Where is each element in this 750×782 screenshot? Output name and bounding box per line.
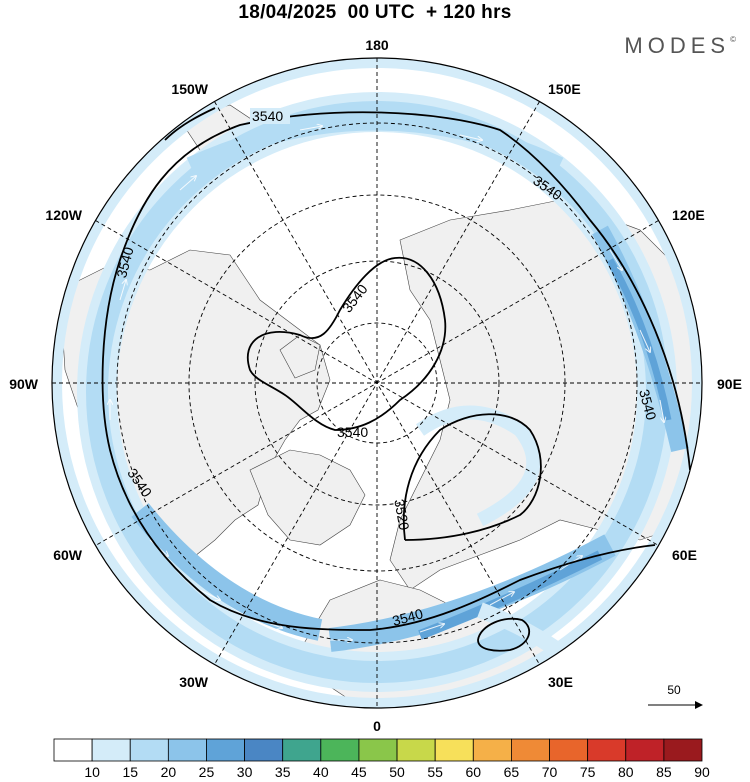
modes-logo: MODES© <box>624 33 736 59</box>
colorbar-tick-label: 45 <box>351 764 367 780</box>
colorbar-tick-label: 65 <box>504 764 520 780</box>
map-title: 18/04/2025 00 UTC + 120 hrs <box>238 2 512 23</box>
colorbar-swatch <box>320 738 360 762</box>
colorbar-swatch <box>206 738 245 762</box>
colorbar-swatch <box>511 738 550 762</box>
colorbar-swatch <box>244 738 284 762</box>
colorbar-swatch <box>91 738 131 762</box>
height-contours <box>101 107 691 652</box>
wind-arrow <box>538 689 561 698</box>
colorbar-tick-label: 55 <box>427 764 443 780</box>
lon-label-60e: 60E <box>672 547 697 563</box>
colorbar-tick-label: 50 <box>389 764 405 780</box>
meridian <box>95 220 659 546</box>
lon-label-150w: 150W <box>171 81 208 97</box>
trough-band-east <box>415 405 541 527</box>
wind-arrow <box>659 399 664 422</box>
colorbar-tick-label: 85 <box>656 764 672 780</box>
lon-label-120w: 120W <box>45 207 82 223</box>
colorbar-tick-label: 70 <box>542 764 558 780</box>
colorbar-tick-label: 30 <box>237 764 253 780</box>
wind-arrow <box>609 249 622 270</box>
map-border <box>51 57 703 709</box>
contour-3540-northwest <box>164 107 216 141</box>
colorbar-swatch <box>549 738 589 762</box>
wind-arrow <box>419 624 444 633</box>
lon-label-150e: 150E <box>548 81 581 97</box>
colorbar-tick-label: 40 <box>313 764 329 780</box>
polar-map: 3540 3540 3540 3540 3540 3540 3540 3520 … <box>52 58 702 708</box>
wind-arrow <box>119 280 126 301</box>
wind-arrow <box>448 699 471 704</box>
colorbar-tick-label: 60 <box>466 764 482 780</box>
contour-label: 3540 <box>113 245 137 279</box>
contour-label: 3540 <box>636 387 660 421</box>
wind-arrow <box>299 126 322 131</box>
colorbar-tick-label: 90 <box>694 764 710 780</box>
colorbar-swatch <box>472 738 512 762</box>
label-box <box>250 108 290 124</box>
contour-3540-small <box>477 617 531 652</box>
colorbar-swatch <box>434 738 474 762</box>
wind-reference: 50 <box>648 683 703 709</box>
colorbar-swatch <box>663 738 703 762</box>
colorbar-swatch <box>167 738 207 762</box>
jet-core-southwest <box>131 503 323 641</box>
colorbar-tick-label: 25 <box>199 764 215 780</box>
colorbar-tick-label: 20 <box>161 764 177 780</box>
colorbar-tick-label: 80 <box>618 764 634 780</box>
lon-label-30e: 30E <box>548 674 573 690</box>
lon-label-90w: 90W <box>9 376 39 392</box>
arctic-islands <box>279 334 321 379</box>
colorbar-swatch <box>53 738 93 762</box>
wind-arrow <box>179 176 196 191</box>
wind-arrow <box>459 134 482 140</box>
lon-label-60w: 60W <box>53 547 83 563</box>
colorbar-swatch <box>282 738 322 762</box>
greenland <box>249 449 366 546</box>
colorbar-tick-label: 35 <box>275 764 291 780</box>
contour-label: 3520 <box>391 498 412 532</box>
lon-label-180: 180 <box>365 37 389 53</box>
colorbar-swatch <box>625 738 665 762</box>
contour-label: 3540 <box>252 108 283 124</box>
colorbar: 10 15 20 25 30 35 40 45 50 55 60 65 70 75 80 85 90 <box>53 738 710 780</box>
logo-text: MODES <box>624 33 731 58</box>
colorbar-swatch <box>587 738 627 762</box>
colorbar-tick-label: 75 <box>580 764 596 780</box>
colorbar-tick-label: 15 <box>122 764 138 780</box>
colorbar-swatch <box>396 738 436 762</box>
graticule <box>52 58 702 708</box>
wind-reference-label: 50 <box>667 683 681 697</box>
contour-label: 3540 <box>337 424 368 440</box>
contour-3540-polar <box>247 257 447 431</box>
colorbar-swatch <box>358 738 398 762</box>
wind-arrow <box>199 589 220 600</box>
contour-3540-outer <box>101 111 691 631</box>
lon-label-30w: 30W <box>179 674 209 690</box>
lon-label-120e: 120E <box>672 207 705 223</box>
colorbar-tick-label: 10 <box>84 764 100 780</box>
contour-label: 3540 <box>390 605 424 629</box>
lon-label-0: 0 <box>373 718 381 734</box>
contour-3520 <box>402 413 542 541</box>
wind-arrow <box>489 592 514 606</box>
wind-arrow <box>639 329 650 352</box>
jet-core-east-strong <box>606 258 672 421</box>
colorbar-swatch <box>129 738 169 762</box>
longitude-labels: 180 0 90W 90E 150W 120W 60W 30W 150E 120… <box>9 37 742 734</box>
wind-vectors <box>110 126 664 704</box>
copyright-mark: © <box>730 35 736 44</box>
lon-label-90e: 90E <box>717 376 742 392</box>
